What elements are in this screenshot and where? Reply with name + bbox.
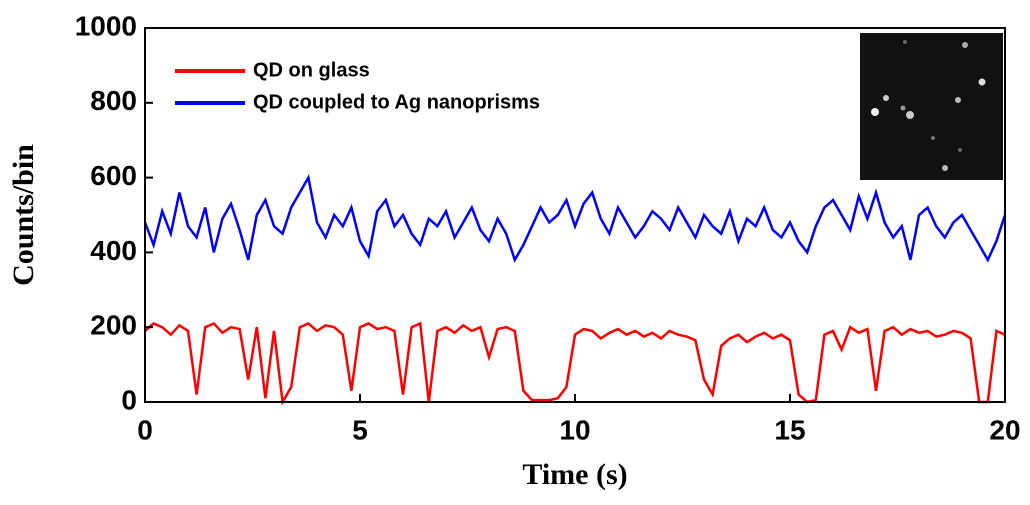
x-tick-label: 0	[137, 414, 153, 445]
x-tick-label: 15	[774, 414, 805, 445]
y-tick-label: 1000	[75, 10, 137, 41]
data-line	[143, 174, 1007, 263]
data-line	[144, 321, 1006, 406]
x-tick-label: 20	[989, 414, 1020, 445]
x-tick-label: 10	[559, 414, 590, 445]
y-tick-label: 800	[90, 85, 137, 116]
x-tick-label: 5	[352, 414, 368, 445]
legend-label: QD coupled to Ag nanoprisms	[253, 91, 540, 113]
y-tick-label: 400	[90, 235, 137, 266]
y-tick-label: 200	[90, 310, 137, 341]
y-axis-label: Counts/bin	[7, 144, 40, 286]
x-axis-label: Time (s)	[522, 458, 627, 491]
legend-label: QD on glass	[253, 59, 370, 81]
inset-image	[860, 33, 1003, 180]
y-tick-label: 600	[90, 160, 137, 191]
y-tick-label: 0	[121, 384, 137, 415]
